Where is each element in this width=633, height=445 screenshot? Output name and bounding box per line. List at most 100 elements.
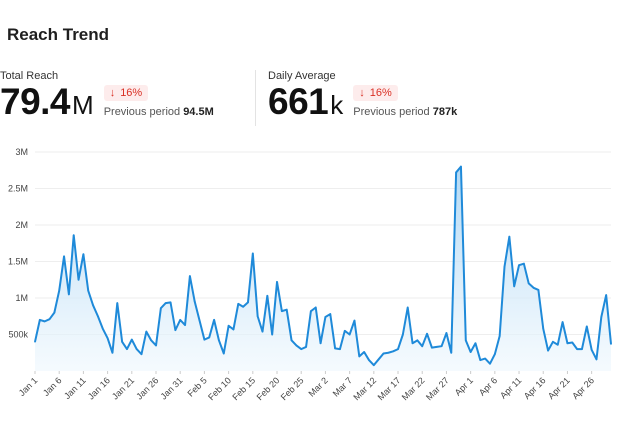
y-tick-label: 2M — [15, 220, 28, 230]
x-tick-label: Apr 1 — [453, 375, 475, 397]
metric-divider — [255, 70, 256, 126]
data-point — [523, 262, 525, 265]
data-point — [358, 355, 361, 358]
data-point — [527, 282, 530, 285]
data-point — [576, 348, 578, 350]
data-point — [464, 339, 467, 342]
data-point — [324, 316, 327, 318]
data-point — [343, 330, 346, 332]
data-point — [106, 337, 109, 339]
data-point — [426, 332, 428, 335]
data-point — [435, 346, 438, 348]
data-point — [164, 302, 167, 304]
x-tick-label: Mar 17 — [376, 375, 403, 402]
x-tick-label: Feb 25 — [279, 375, 306, 402]
page-title: Reach Trend — [7, 25, 110, 44]
y-tick-label: 3M — [15, 147, 28, 157]
x-tick-label: Apr 16 — [522, 375, 548, 401]
data-point — [348, 333, 351, 336]
data-point — [431, 346, 433, 349]
x-tick-label: Apr 26 — [570, 375, 596, 401]
data-point — [387, 351, 390, 354]
data-point — [566, 342, 569, 345]
data-point — [135, 348, 138, 350]
data-point — [116, 302, 119, 304]
data-point — [469, 351, 472, 353]
data-point — [97, 315, 99, 318]
data-point — [334, 347, 336, 350]
metric-unit: M — [72, 90, 94, 120]
data-point — [586, 325, 588, 328]
previous-period-label: Previous period — [353, 106, 430, 118]
data-point — [479, 359, 482, 361]
data-point — [53, 311, 56, 314]
data-point — [290, 339, 293, 342]
change-value: 16% — [369, 87, 392, 99]
data-point — [455, 171, 457, 174]
data-point — [494, 353, 496, 356]
data-point — [537, 289, 540, 291]
previous-period-value: 787k — [432, 106, 458, 118]
x-tick-label: Jan 1 — [17, 375, 40, 398]
x-tick-label: Mar 27 — [424, 375, 451, 402]
change-badge: ↓ 16% — [103, 85, 149, 101]
previous-period: Previous period 787k — [353, 106, 457, 118]
data-point — [508, 235, 511, 238]
x-tick-label: Feb 15 — [230, 375, 257, 402]
data-point — [397, 348, 399, 350]
data-point — [353, 319, 356, 322]
data-point — [203, 338, 206, 341]
data-point — [87, 289, 90, 292]
data-point — [547, 349, 549, 352]
data-point — [232, 328, 235, 331]
data-point — [247, 301, 249, 304]
data-point — [402, 333, 404, 336]
x-tick-label: Mar 2 — [306, 375, 329, 398]
data-point — [198, 319, 201, 322]
x-tick-label: Apr 11 — [498, 375, 523, 400]
arrow-down-icon: ↓ — [359, 87, 365, 99]
data-point — [101, 327, 104, 330]
data-point — [571, 341, 574, 344]
data-point — [160, 307, 162, 310]
y-tick-label: 500k — [8, 330, 28, 340]
data-point — [377, 358, 380, 361]
y-tick-label: 1M — [15, 293, 28, 303]
data-point — [542, 327, 545, 330]
arrow-down-icon: ↓ — [109, 87, 116, 99]
change-badge: ↓ 16% — [353, 85, 398, 101]
data-point — [373, 364, 375, 366]
data-point — [126, 348, 128, 350]
x-tick-label: Jan 6 — [41, 375, 64, 398]
data-point — [68, 293, 70, 296]
data-point — [314, 306, 317, 309]
data-point — [406, 306, 409, 309]
data-point — [392, 350, 394, 353]
data-point — [150, 339, 152, 342]
x-tick-label: Feb 20 — [255, 375, 282, 402]
data-point — [329, 313, 332, 315]
data-point — [276, 281, 278, 283]
y-tick-label: 1.5M — [8, 257, 28, 267]
data-point — [310, 310, 312, 312]
x-tick-label: Mar 22 — [400, 375, 427, 402]
data-point — [184, 324, 186, 326]
data-point — [590, 349, 593, 351]
data-point — [503, 265, 506, 268]
data-point — [140, 353, 143, 356]
data-point — [271, 333, 273, 336]
x-tick-label: Jan 21 — [110, 375, 136, 401]
data-point — [266, 295, 269, 297]
data-point — [513, 285, 515, 288]
data-point — [600, 316, 603, 318]
data-point — [189, 275, 191, 277]
data-point — [382, 352, 385, 355]
data-point — [43, 320, 46, 323]
data-point — [532, 286, 535, 289]
data-point — [300, 348, 303, 350]
data-point — [484, 357, 486, 360]
data-point — [155, 344, 157, 347]
y-tick-label: 2.5M — [8, 184, 28, 194]
data-point — [605, 294, 607, 296]
data-point — [561, 321, 564, 323]
